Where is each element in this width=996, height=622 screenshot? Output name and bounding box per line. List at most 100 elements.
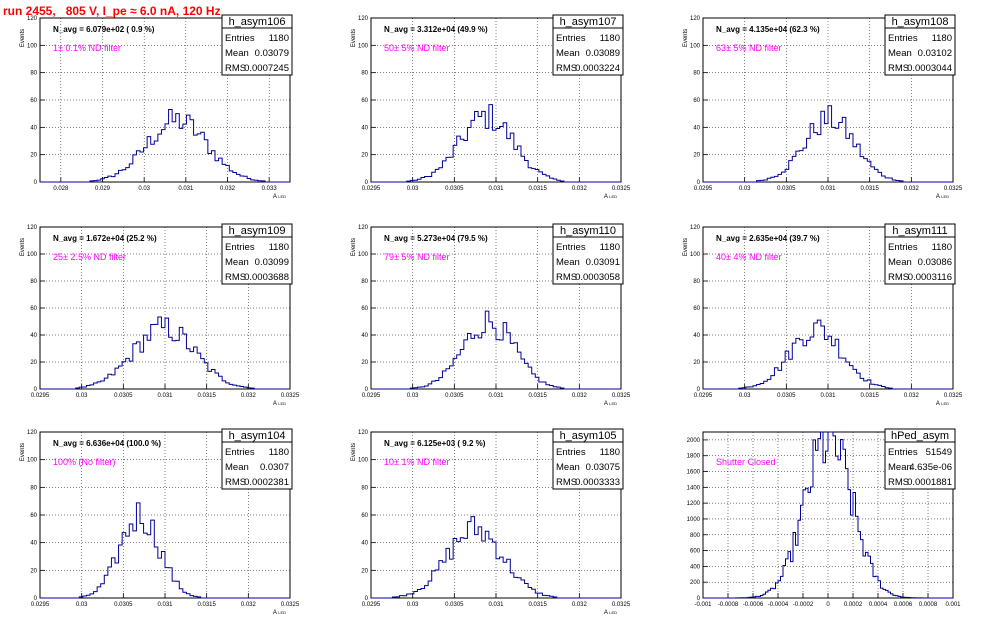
y-tick-label: 120 (27, 16, 38, 22)
y-tick-label: 120 (27, 225, 38, 231)
histogram-name: h_asym109 (229, 225, 286, 237)
histogram-panel-h_asym107: 0.0295 0.03 0.0305 0.031 0.0315 0.032 0.0325 0 2… (351, 14, 631, 200)
stats-label: RMS (225, 63, 246, 74)
stats-label: Entries (888, 242, 918, 253)
stats-label: RMS (556, 477, 577, 488)
histogram-panel-h_asym111: 0.0295 0.03 0.0305 0.031 0.0315 0.032 0.0325 0 2… (683, 223, 963, 407)
stats-value: 0.0307 (260, 462, 289, 473)
histogram-line (703, 319, 953, 390)
histogram-panel-h_asym106: 0.028 0.029 0.03 0.031 0.032 0.033 0 20 40 60 80 10… (20, 14, 293, 200)
histogram-panel-h_asym109: 0.0295 0.03 0.0305 0.031 0.0315 0.032 0.0325 0 2… (20, 223, 300, 407)
stats-value: 0.0003058 (575, 272, 620, 283)
x-tick-label: 0.032 (904, 186, 920, 192)
filter-label: 25± 2.5% ND filter (53, 252, 126, 262)
y-tick-label: 2000 (687, 438, 701, 444)
histogram-line (40, 502, 290, 599)
filter-label: 10± 1% ND filter (384, 457, 449, 467)
navg-label: N_avg = 6.079e+02 ( 0.9 %) (53, 25, 155, 34)
navg-label: N_avg = 3.312e+04 (49.9 %) (384, 25, 488, 34)
x-tick-label: 0.028 (53, 186, 69, 192)
x-tick-label: 0.0305 (445, 186, 464, 192)
y-tick-label: 800 (690, 533, 701, 539)
x-tick-label: 0.0325 (944, 393, 963, 399)
filter-label: 40± 4% ND filter (716, 252, 781, 262)
x-axis-label: A LED (604, 610, 617, 616)
y-axis-label: Events (351, 443, 357, 461)
stats-label: RMS (556, 63, 577, 74)
x-tick-label: 0.031 (488, 186, 504, 192)
y-tick-label: 60 (30, 306, 37, 312)
navg-label: N_avg = 6.125e+03 ( 9.2 %) (384, 439, 486, 448)
histogram-name: h_asym105 (560, 430, 617, 442)
stats-box (552, 14, 624, 76)
y-tick-label: 40 (693, 125, 700, 131)
histogram-name: h_asym104 (229, 430, 286, 442)
stats-value: 0.0007245 (244, 63, 289, 74)
y-tick-label: 20 (361, 360, 368, 366)
y-tick-label: 60 (693, 98, 700, 104)
x-tick-label: 0.0325 (281, 393, 300, 399)
y-tick-label: 40 (693, 333, 700, 339)
y-tick-label: 100 (358, 458, 369, 464)
stats-box (221, 14, 293, 76)
histogram-name: hPed_asym (891, 430, 949, 442)
stats-value: 1180 (269, 33, 289, 44)
stats-label: Entries (556, 447, 586, 458)
stats-value: 0.03079 (255, 48, 289, 59)
y-tick-label: 40 (361, 541, 368, 547)
y-tick-label: 80 (30, 485, 37, 491)
histogram-name: h_asym108 (892, 16, 949, 28)
y-axis-label: Events (683, 238, 689, 256)
x-tick-label: -0.0004 (768, 602, 789, 608)
stats-value: 0.0003224 (575, 63, 620, 74)
x-tick-label: 0.032 (241, 602, 257, 608)
x-tick-label: 0.0315 (528, 186, 547, 192)
histogram-line (371, 104, 621, 183)
histogram-line (703, 105, 953, 183)
x-tick-label: 0.0305 (445, 602, 464, 608)
y-tick-label: 0 (34, 387, 38, 393)
y-axis-label: Events (20, 443, 26, 461)
y-tick-label: 600 (690, 549, 701, 555)
stats-value: 0.0001881 (907, 477, 952, 488)
stats-label: Entries (556, 33, 586, 44)
y-tick-label: 60 (361, 306, 368, 312)
y-tick-label: 20 (693, 360, 700, 366)
stats-box (552, 428, 624, 490)
y-tick-label: 40 (30, 333, 37, 339)
stats-value: 0.0003333 (575, 477, 620, 488)
stats-label: Entries (888, 33, 918, 44)
stats-label: Mean (888, 257, 912, 268)
stats-label: Entries (225, 242, 255, 253)
y-tick-label: 20 (361, 568, 368, 574)
y-tick-label: 20 (361, 153, 368, 159)
x-tick-label: 0.0305 (114, 602, 133, 608)
y-tick-label: 80 (693, 279, 700, 285)
histogram-panel-h_asym110: 0.0295 0.03 0.0305 0.031 0.0315 0.032 0.0325 0 2… (351, 223, 631, 407)
stats-label: Entries (556, 242, 586, 253)
y-tick-label: 100 (690, 43, 701, 49)
y-tick-label: 1200 (687, 501, 701, 507)
y-tick-label: 40 (30, 125, 37, 131)
run-title: run 2455, 805 V, I_pe ≈ 6.0 nA, 120 Hz (3, 4, 221, 18)
stats-value: 51549 (926, 447, 952, 458)
histogram-name: h_asym110 (560, 225, 616, 237)
x-tick-label: 0.03 (739, 393, 751, 399)
x-tick-label: 0.032 (572, 393, 588, 399)
y-tick-label: 80 (30, 279, 37, 285)
navg-label: N_avg = 1.672e+04 (25.2 %) (53, 234, 157, 243)
x-tick-label: 0.0325 (612, 393, 631, 399)
x-tick-label: 0.0295 (694, 186, 713, 192)
x-axis-label: A LED (604, 194, 617, 200)
x-tick-label: 0.03 (407, 186, 419, 192)
stats-label: Mean (556, 257, 580, 268)
navg-label: N_avg = 2.635e+04 (39.7 %) (716, 234, 820, 243)
x-tick-label: 0.0315 (197, 602, 216, 608)
x-tick-label: 0.0315 (197, 393, 216, 399)
y-tick-label: 0 (365, 387, 369, 393)
y-tick-label: 0 (34, 596, 38, 602)
y-tick-label: 120 (358, 16, 369, 22)
y-tick-label: 20 (30, 153, 37, 159)
y-tick-label: 0 (365, 596, 369, 602)
